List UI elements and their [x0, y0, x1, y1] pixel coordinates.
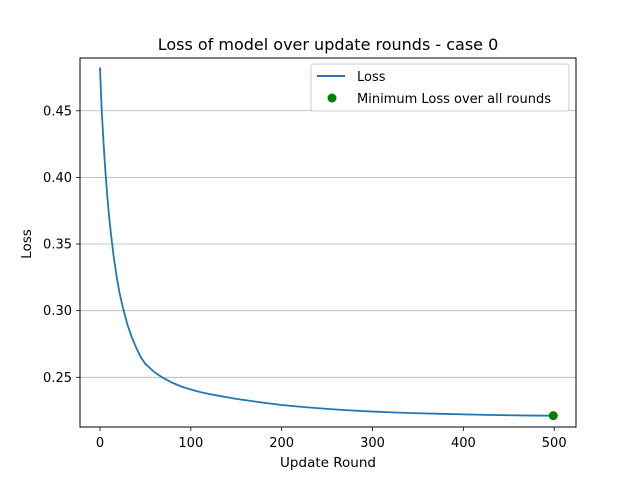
plot-frame [79, 57, 577, 428]
y-tick-label: 0.45 [43, 104, 72, 119]
y-tick-label: 0.40 [43, 171, 72, 186]
grid-layer [80, 110, 576, 378]
x-tick-label: 100 [178, 436, 203, 451]
y-tick-label: 0.35 [43, 238, 72, 253]
chart-title: Loss of model over update rounds - case … [158, 35, 499, 54]
legend-min-swatch [327, 93, 337, 103]
series-layer [99, 67, 555, 417]
x-tick-label: 0 [96, 436, 104, 451]
x-tick-label: 400 [451, 436, 476, 451]
x-tick-label: 300 [360, 436, 385, 451]
x-tick-label: 500 [542, 436, 567, 451]
x-tick-label: 200 [269, 436, 294, 451]
loss-line [99, 67, 555, 417]
legend-box [310, 63, 570, 112]
legend: Loss Minimum Loss over all rounds [310, 63, 570, 112]
legend-loss-label: Loss [357, 70, 386, 85]
x-ticks: 0 100 200 300 400 500 [96, 427, 567, 451]
y-ticks: 0.25 0.30 0.35 0.40 0.45 [43, 104, 80, 386]
y-tick-label: 0.30 [43, 304, 72, 319]
y-axis-label: Loss [19, 229, 35, 259]
x-axis-label: Update Round [280, 455, 376, 471]
marker-layer [548, 411, 558, 421]
y-tick-label: 0.25 [43, 371, 72, 386]
legend-min-label: Minimum Loss over all rounds [357, 92, 551, 107]
minimum-loss-point [548, 411, 558, 421]
